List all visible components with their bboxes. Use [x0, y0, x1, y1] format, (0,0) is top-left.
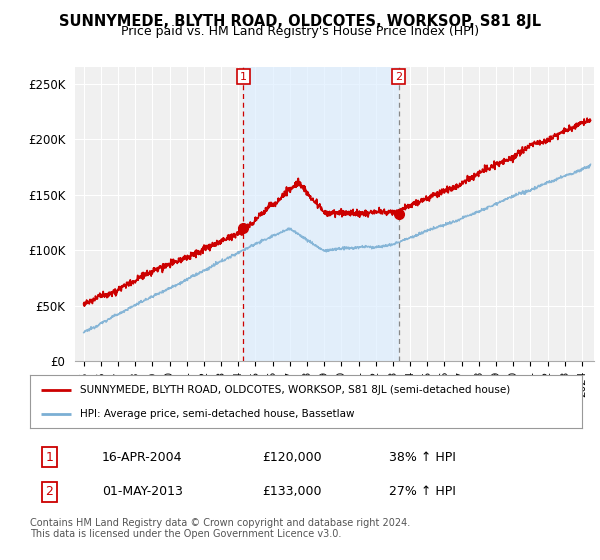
Text: SUNNYMEDE, BLYTH ROAD, OLDCOTES, WORKSOP, S81 8JL (semi-detached house): SUNNYMEDE, BLYTH ROAD, OLDCOTES, WORKSOP…	[80, 385, 510, 395]
Text: 2: 2	[46, 486, 53, 498]
Text: 38% ↑ HPI: 38% ↑ HPI	[389, 451, 455, 464]
Text: 01-MAY-2013: 01-MAY-2013	[102, 486, 182, 498]
Text: £120,000: £120,000	[262, 451, 322, 464]
Text: Contains HM Land Registry data © Crown copyright and database right 2024.: Contains HM Land Registry data © Crown c…	[30, 518, 410, 528]
Text: £133,000: £133,000	[262, 486, 322, 498]
Text: 1: 1	[240, 72, 247, 82]
Text: 16-APR-2004: 16-APR-2004	[102, 451, 182, 464]
Text: HPI: Average price, semi-detached house, Bassetlaw: HPI: Average price, semi-detached house,…	[80, 409, 354, 419]
Text: Price paid vs. HM Land Registry's House Price Index (HPI): Price paid vs. HM Land Registry's House …	[121, 25, 479, 38]
Text: 27% ↑ HPI: 27% ↑ HPI	[389, 486, 455, 498]
Text: 2: 2	[395, 72, 402, 82]
Text: 1: 1	[46, 451, 53, 464]
Text: SUNNYMEDE, BLYTH ROAD, OLDCOTES, WORKSOP, S81 8JL: SUNNYMEDE, BLYTH ROAD, OLDCOTES, WORKSOP…	[59, 14, 541, 29]
Bar	[243, 67, 398, 361]
Text: This data is licensed under the Open Government Licence v3.0.: This data is licensed under the Open Gov…	[30, 529, 341, 539]
